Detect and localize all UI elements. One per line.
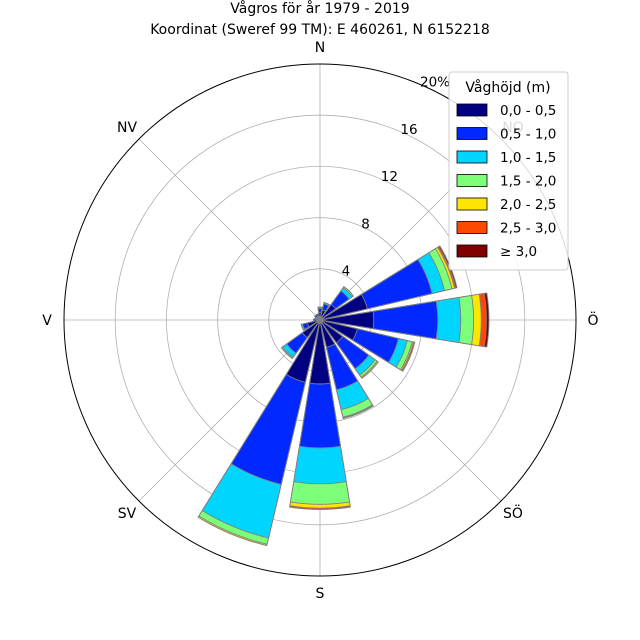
rose-bar-segment [319, 319, 344, 344]
rose-bar-segment [319, 319, 336, 348]
direction-label: SÖ [503, 504, 523, 522]
chart-subtitle: Koordinat (Sweref 99 TM): E 460261, N 61… [150, 22, 490, 38]
radial-tick-label: 8 [361, 216, 370, 232]
legend-swatch [456, 221, 488, 234]
legend-items: 0,0 - 0,5 0,5 - 1,0 1,0 - 1,5 1,5 - 2,0 2,0 … [456, 103, 556, 260]
legend-label: 0,5 - 1,0 [500, 127, 556, 143]
legend-label: 2,5 - 3,0 [500, 221, 556, 237]
direction-label: N [315, 40, 325, 56]
radial-tick-label: 4 [342, 264, 351, 280]
direction-label: Ö [587, 311, 598, 329]
legend-swatch [456, 127, 488, 140]
rose-bar-segment [319, 303, 337, 321]
direction-label: NV [117, 120, 137, 136]
legend-label: 1,5 - 2,0 [500, 174, 556, 190]
legend-box [448, 71, 569, 271]
direction-label: S [316, 586, 325, 602]
outer-circle [63, 63, 577, 577]
rose-bar-segment [319, 319, 358, 341]
rose-bar-segment [309, 319, 331, 385]
legend-swatch [456, 244, 488, 258]
legend-title: Våghöjd (m) [465, 79, 550, 96]
rose-bar-segment [285, 319, 321, 383]
rose-bar-segment [301, 319, 321, 339]
legend-label: 1,0 - 1,5 [500, 150, 556, 166]
legend-label: 2,0 - 2,5 [500, 197, 556, 213]
radial-tick-label: 20% [420, 75, 450, 91]
grid-spoke [138, 138, 321, 321]
legend-label: 0,0 - 0,5 [500, 103, 556, 119]
grid-circle [114, 114, 526, 526]
radial-tick-label: 12 [381, 169, 398, 185]
legend-swatch [456, 197, 488, 211]
legend-swatch [456, 103, 488, 117]
legend: Våghöjd (m) 0,0 - 0,5 0,5 - 1,0 1,0 - 1,5 1… [448, 71, 569, 271]
legend-swatch [456, 174, 488, 187]
direction-label: V [42, 313, 52, 329]
direction-label: SV [118, 506, 137, 522]
chart-title: Vågros för år 1979 - 2019 [230, 0, 409, 17]
rose-bar-segment [317, 315, 321, 321]
radial-tick-label: 16 [400, 122, 417, 138]
rose-bar-segment [319, 300, 439, 340]
rose-bars [63, 63, 577, 577]
rose-bar-segment [319, 310, 375, 330]
legend-swatch [456, 150, 488, 164]
rose-bar-segment [319, 293, 368, 321]
legend-label: ≥ 3,0 [500, 244, 537, 260]
